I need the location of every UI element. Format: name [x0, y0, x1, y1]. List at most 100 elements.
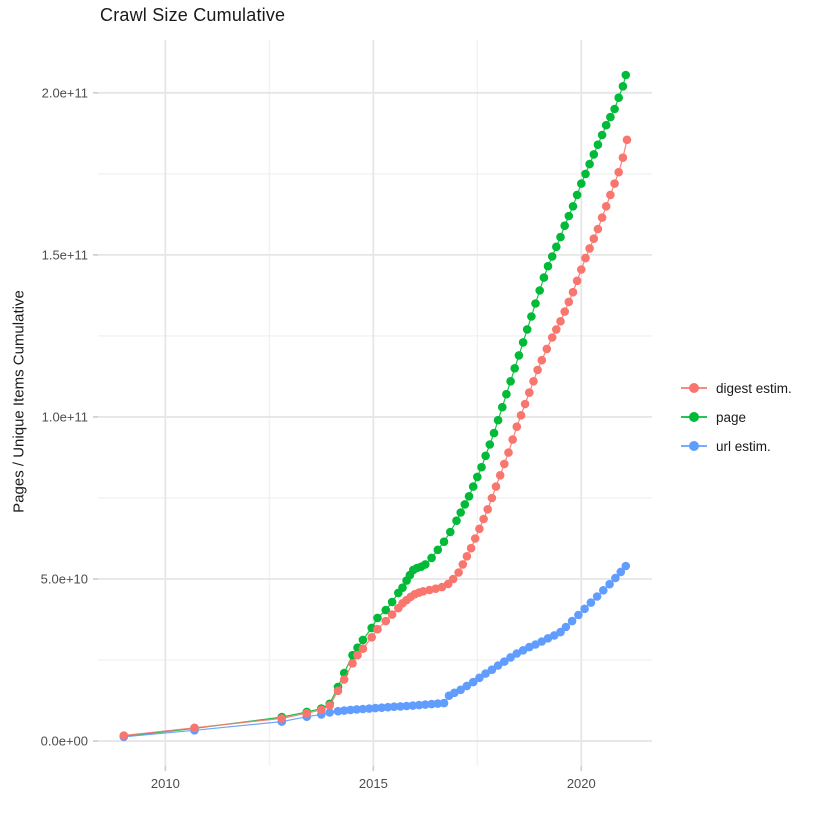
- data-point-url-estim: [439, 698, 449, 708]
- legend-item-digest: digest estim.: [681, 378, 792, 398]
- data-point-url-estim: [396, 702, 405, 711]
- data-point-digest-estim: [533, 365, 542, 375]
- data-point-digest-estim: [358, 644, 368, 653]
- data-point-page: [589, 150, 599, 159]
- data-point-digest-estim: [577, 265, 586, 274]
- data-point-digest-estim: [516, 411, 526, 420]
- data-point-page: [489, 428, 499, 438]
- data-point-digest-estim: [572, 276, 582, 286]
- data-point-page: [577, 179, 586, 188]
- data-point-digest-estim: [512, 422, 522, 432]
- data-point-url-estim: [339, 706, 349, 715]
- data-point-page: [506, 377, 515, 386]
- data-point-digest-estim: [466, 543, 476, 553]
- data-point-page: [535, 286, 544, 295]
- data-point-digest-estim: [353, 650, 362, 660]
- legend: digest estim. page url estim.: [681, 378, 792, 456]
- data-point-url-estim: [506, 653, 515, 662]
- data-point-page: [460, 500, 470, 509]
- y-tick-label: 5.0e+10: [41, 571, 88, 586]
- data-point-page: [618, 82, 628, 91]
- data-point-url-estim: [433, 699, 443, 708]
- data-point-digest-estim: [568, 287, 578, 297]
- data-point-url-estim: [462, 681, 472, 691]
- data-point-page: [421, 560, 430, 569]
- legend-item-url: url estim.: [681, 436, 792, 456]
- data-point-page: [522, 325, 532, 334]
- data-point-url-estim: [389, 702, 399, 711]
- data-point-digest-estim: [610, 179, 619, 188]
- data-point-digest-estim: [504, 448, 513, 457]
- data-point-digest-estim: [606, 190, 615, 200]
- data-point-page: [427, 553, 436, 563]
- chart-title: Crawl Size Cumulative: [100, 5, 286, 25]
- legend-key-url-icon: [681, 436, 707, 456]
- data-point-page: [468, 482, 478, 491]
- y-tick-label: 1.0e+11: [42, 409, 88, 424]
- data-point-digest-estim: [302, 708, 312, 718]
- data-point-url-estim: [605, 579, 614, 589]
- data-point-digest-estim: [487, 493, 497, 503]
- data-point-digest-estim: [458, 560, 468, 569]
- data-point-page: [381, 605, 391, 615]
- data-point-digest-estim: [373, 624, 382, 634]
- data-point-digest-estim: [597, 213, 607, 222]
- data-point-digest-estim: [479, 514, 488, 524]
- data-point-url-estim: [493, 661, 503, 670]
- data-point-page: [606, 112, 615, 122]
- data-point-page: [614, 93, 623, 102]
- data-point-digest-estim: [547, 333, 557, 342]
- legend-key-digest-icon: [681, 378, 707, 398]
- data-point-url-estim: [402, 701, 411, 711]
- data-point-page: [601, 120, 611, 130]
- data-point-digest-estim: [564, 297, 574, 307]
- data-point-page: [568, 202, 578, 211]
- data-point-url-estim: [481, 669, 490, 678]
- data-point-url-estim: [371, 703, 380, 713]
- data-point-url-estim: [364, 704, 374, 713]
- data-point-page: [621, 70, 631, 80]
- data-point-url-estim: [414, 700, 424, 710]
- data-point-url-estim: [586, 598, 596, 607]
- data-point-url-estim: [567, 616, 577, 626]
- x-tick-label: 2010: [151, 776, 180, 791]
- data-point-page: [531, 299, 540, 308]
- data-point-digest-estim: [618, 153, 628, 162]
- data-point-page: [593, 140, 603, 149]
- data-point-url-estim: [556, 627, 565, 637]
- data-point-page: [552, 242, 561, 252]
- data-point-url-estim: [475, 673, 484, 683]
- data-point-page: [547, 252, 557, 261]
- data-point-url-estim: [561, 622, 571, 632]
- data-point-page: [439, 537, 449, 546]
- data-point-page: [398, 583, 407, 592]
- data-point-url-estim: [427, 699, 436, 709]
- y-tick-label: 1.5e+11: [42, 247, 88, 262]
- series-line-digest-estim: [123, 139, 628, 737]
- data-point-page: [452, 516, 461, 525]
- x-tick-label: 2015: [359, 776, 388, 791]
- data-point-digest-estim: [508, 435, 517, 444]
- data-point-digest-estim: [325, 701, 335, 710]
- data-point-url-estim: [333, 706, 343, 716]
- data-point-page: [456, 508, 466, 517]
- data-point-page: [560, 221, 569, 230]
- data-point-digest-estim: [333, 686, 343, 696]
- data-point-digest-estim: [537, 355, 547, 365]
- data-point-digest-estim: [190, 723, 199, 733]
- data-point-url-estim: [616, 567, 626, 577]
- data-point-digest-estim: [119, 731, 129, 740]
- data-point-page: [585, 159, 594, 169]
- data-point-url-estim: [621, 561, 631, 571]
- legend-item-page: page: [681, 407, 792, 427]
- data-point-url-estim: [383, 702, 393, 712]
- data-point-url-estim: [599, 586, 608, 595]
- data-point-digest-estim: [525, 388, 534, 397]
- data-point-page: [498, 402, 507, 412]
- data-point-digest-estim: [581, 253, 590, 263]
- data-point-url-estim: [352, 705, 362, 714]
- x-tick-label: 2020: [567, 776, 596, 791]
- data-point-digest-estim: [367, 633, 377, 642]
